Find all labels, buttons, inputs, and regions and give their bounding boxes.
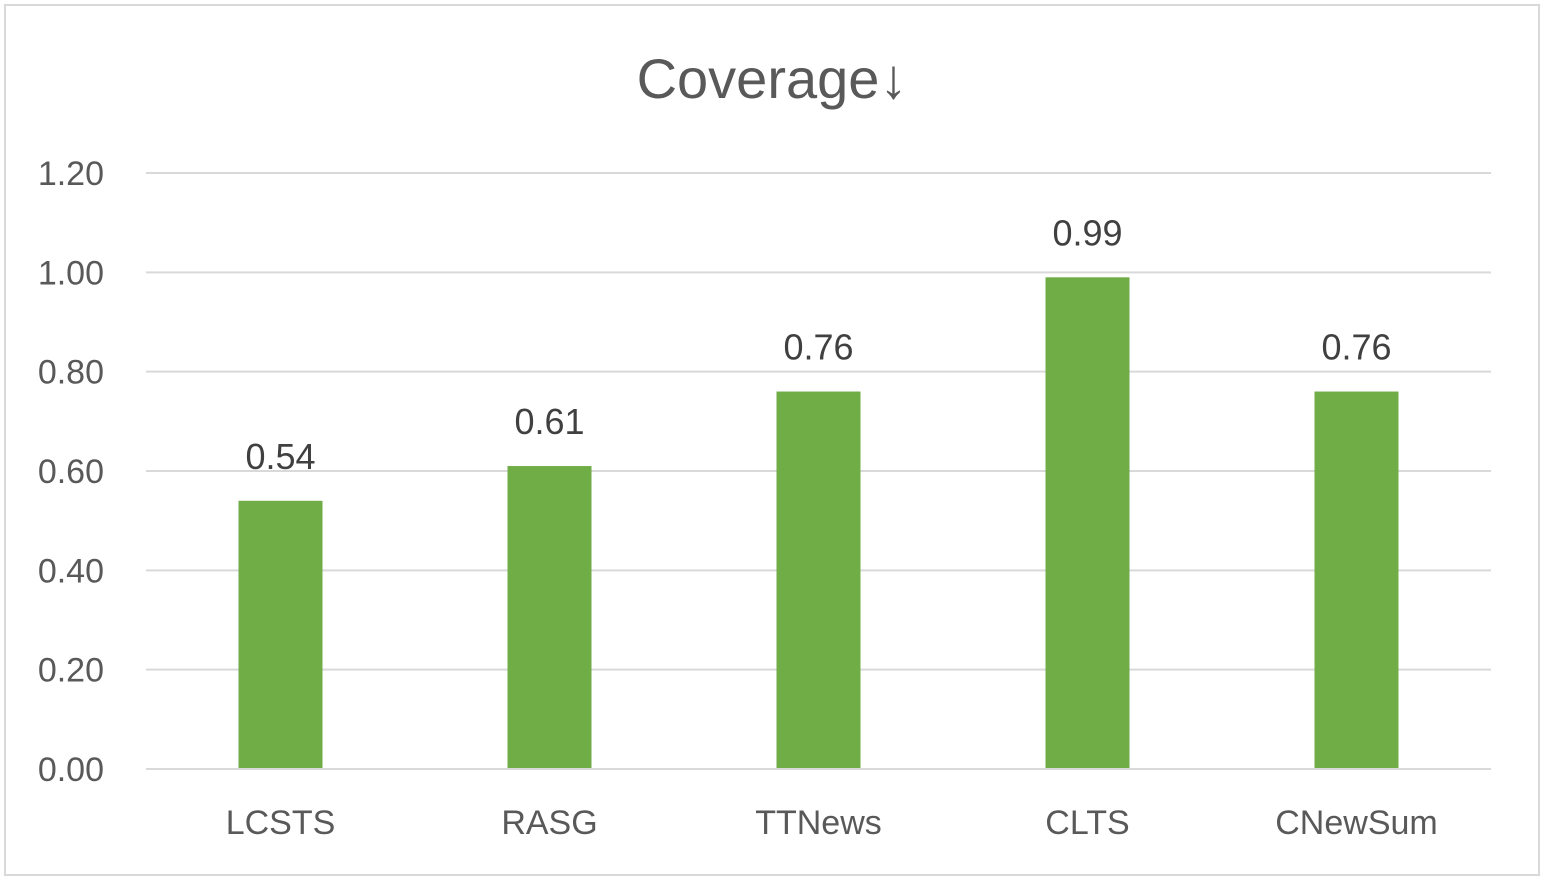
bar-cnewsum (1314, 391, 1399, 769)
x-tick-label: RASG (501, 804, 597, 842)
data-labels: 0.54 0.61 0.76 0.99 0.76 (245, 212, 1391, 477)
data-label: 0.76 (1321, 327, 1391, 368)
data-label: 0.76 (783, 327, 853, 368)
y-tick-label: 0.40 (38, 552, 104, 590)
bar-ttnews (776, 391, 861, 769)
y-tick-label: 0.20 (38, 652, 104, 690)
y-tick-label: 1.00 (38, 254, 104, 292)
x-axis-categories: LCSTS RASG TTNews CLTS CNewSum (226, 804, 1438, 842)
bars (238, 277, 1399, 769)
x-tick-label: CNewSum (1275, 804, 1437, 842)
y-tick-label: 1.20 (38, 155, 104, 193)
bar-lcsts (238, 500, 323, 769)
x-tick-label: TTNews (755, 804, 882, 842)
data-label: 0.61 (514, 401, 584, 442)
bar-rasg (507, 466, 592, 769)
y-tick-label: 0.60 (38, 453, 104, 491)
x-tick-label: CLTS (1045, 804, 1129, 842)
x-tick-label: LCSTS (226, 804, 336, 842)
data-label: 0.99 (1052, 212, 1122, 253)
y-tick-label: 0.00 (38, 751, 104, 789)
data-label: 0.54 (245, 436, 315, 477)
y-axis-ticks: 0.00 0.20 0.40 0.60 0.80 1.00 1.20 (38, 155, 104, 789)
bar-clts (1045, 277, 1130, 769)
y-tick-label: 0.80 (38, 354, 104, 392)
chart-title: Coverage↓ (637, 47, 908, 110)
